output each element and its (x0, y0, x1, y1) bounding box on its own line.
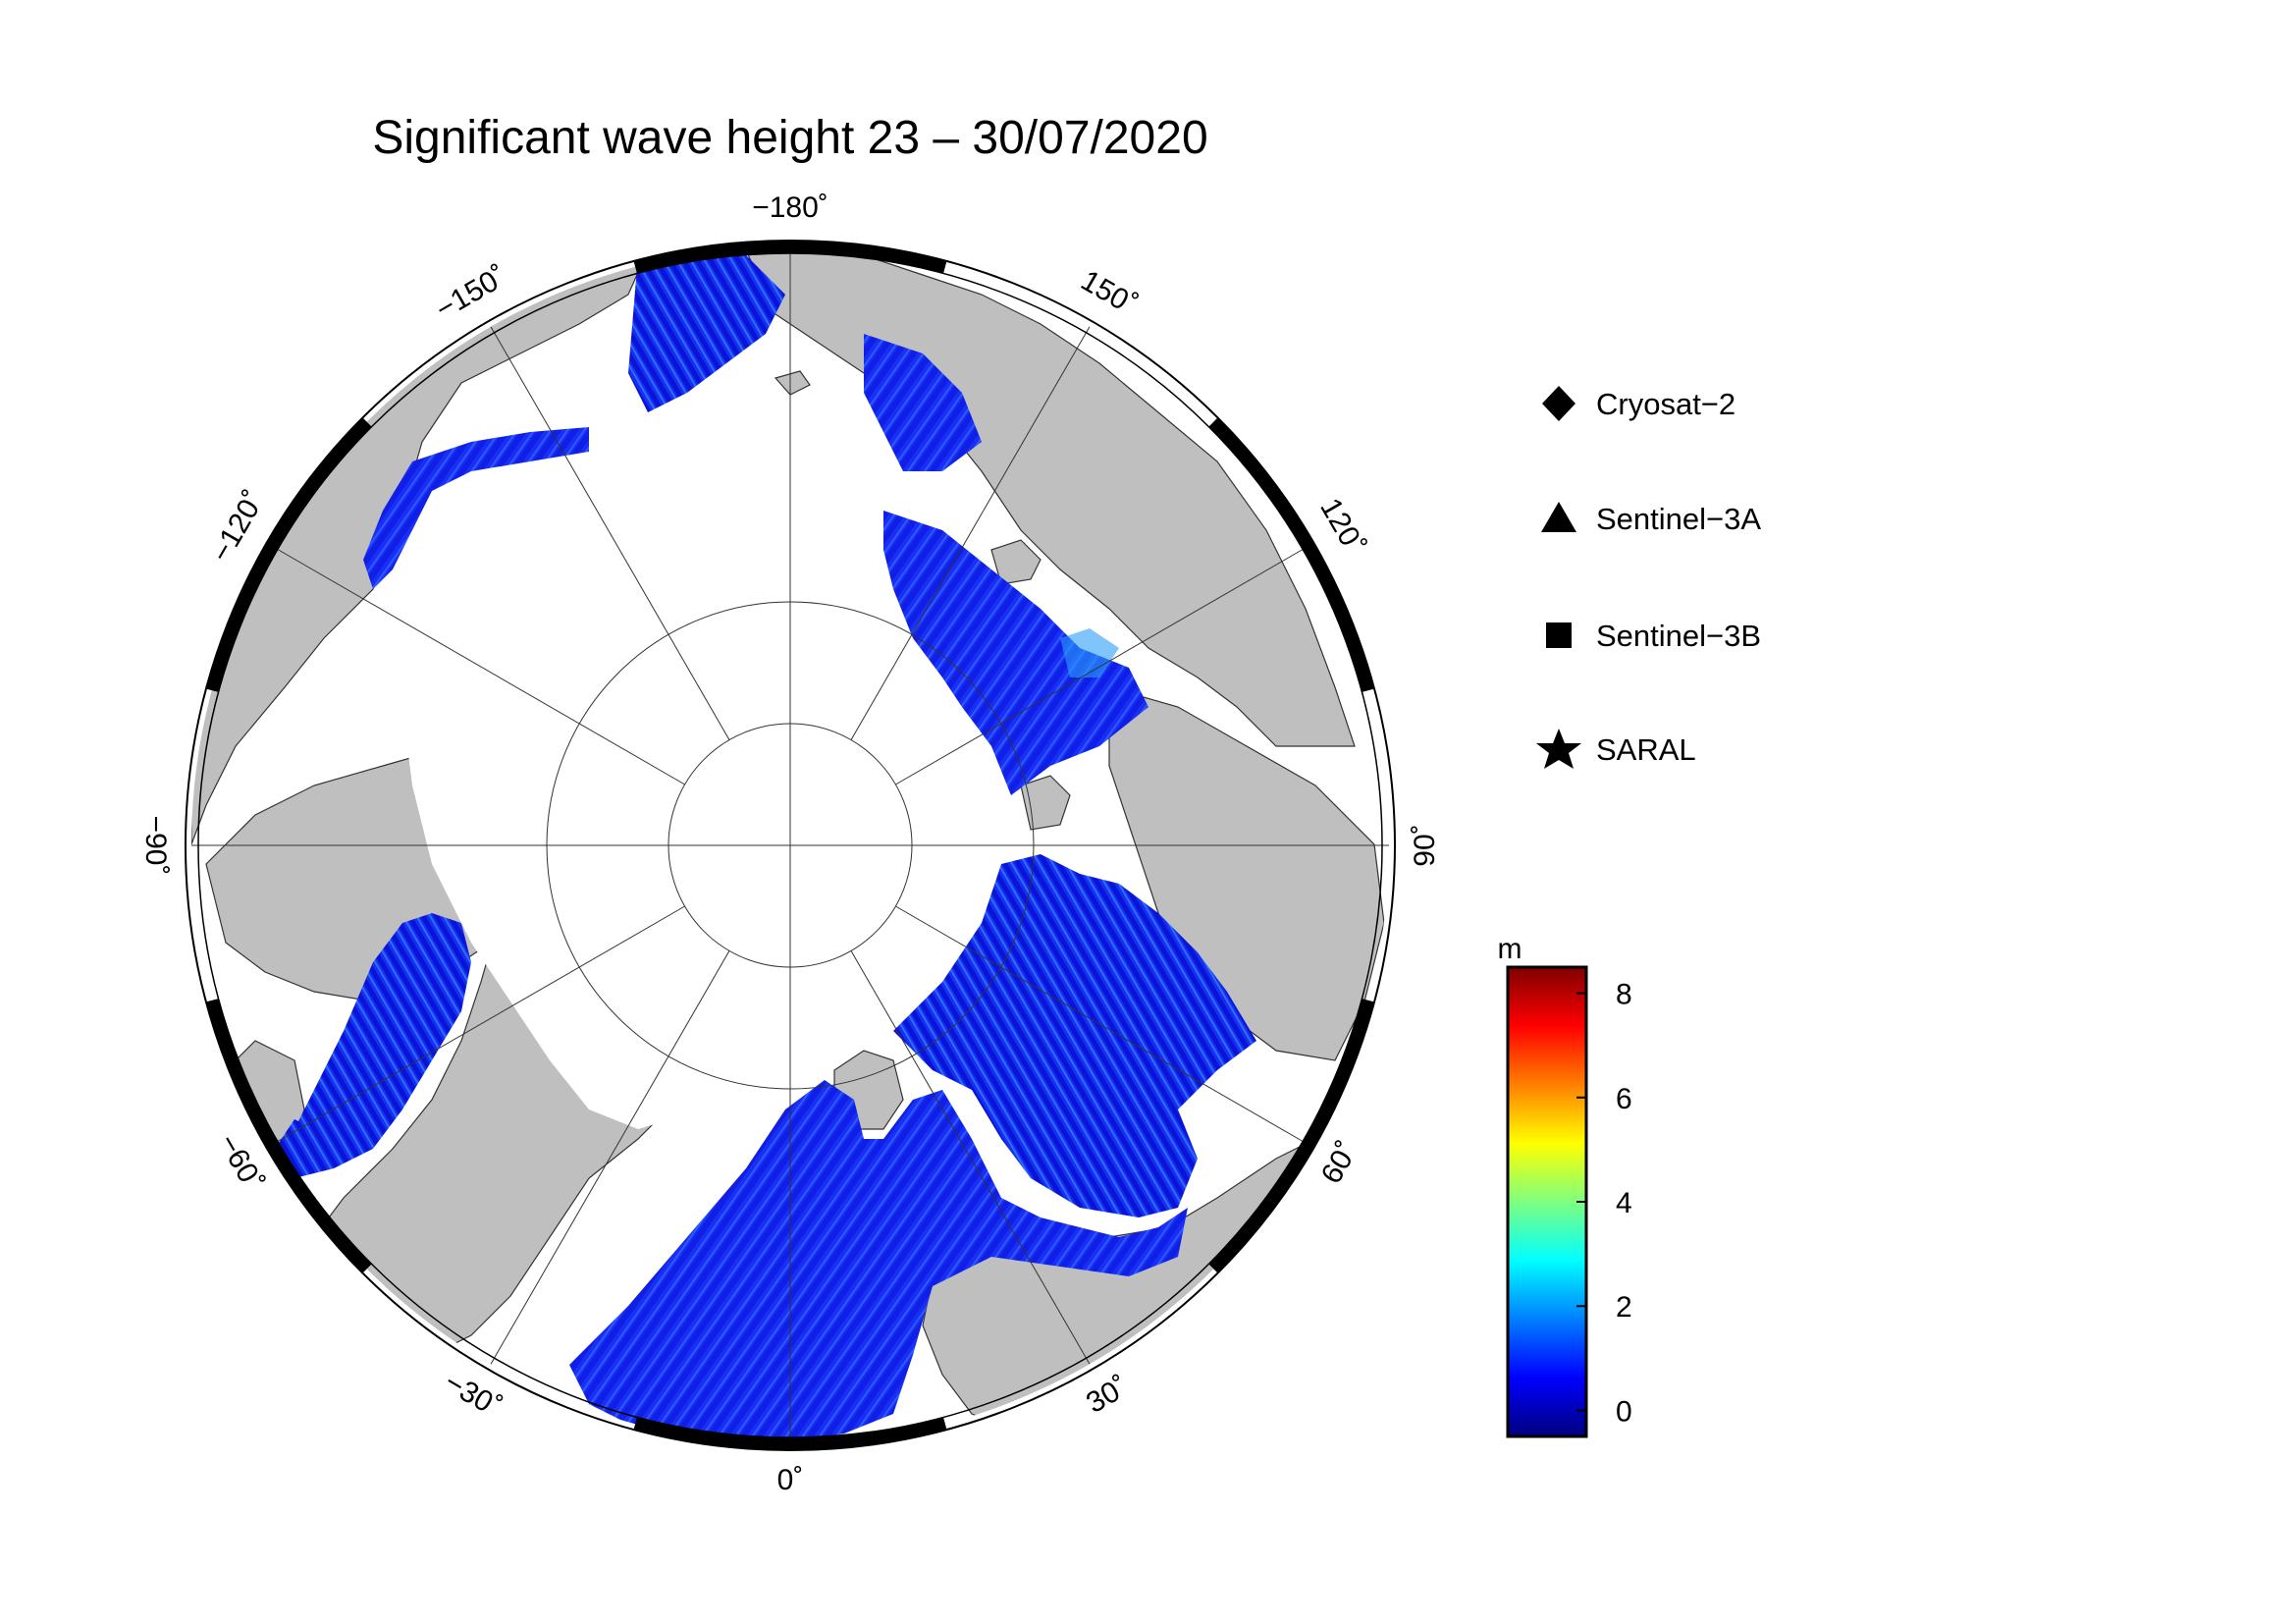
sea-ice-central (402, 422, 991, 1129)
legend-label-cryosat: Cryosat−2 (1596, 387, 1735, 421)
colorbar-tick-label: 8 (1616, 979, 1632, 1011)
legend-label-sentinel-3b: Sentinel−3B (1596, 619, 1761, 653)
meridian-line (271, 905, 685, 1146)
legend-item-sentinel-3a: Sentinel−3A (1541, 502, 1761, 536)
legend-label-saral: SARAL (1596, 732, 1696, 767)
legend-item-saral: SARAL (1536, 729, 1696, 769)
border-segment (633, 241, 947, 274)
meridian-line (490, 326, 730, 740)
swh-region-greenland-sea-highlight (1060, 628, 1119, 677)
legend-item-sentinel-3b: Sentinel−3B (1546, 619, 1761, 653)
map-title: Significant wave height 23 – 30/07/2020 (372, 112, 1207, 164)
map-content (191, 246, 1389, 1444)
meridian-line (850, 950, 1091, 1365)
meridian-line (895, 905, 1309, 1146)
border-segment (633, 1417, 947, 1450)
land-siberia-central (1108, 686, 1385, 1061)
swh-region-beaufort (363, 427, 589, 589)
border-segment (1208, 417, 1375, 692)
border-segment (205, 417, 372, 692)
longitude-label: 30˚ (1081, 1371, 1134, 1420)
swh-region-chukchi (628, 250, 785, 412)
swh-region-north-atlantic (569, 1080, 1188, 1443)
meridian-line (490, 950, 730, 1365)
colorbar-ticks: 0 2 4 6 8 (1576, 979, 1632, 1428)
legend-label-sentinel-3a: Sentinel−3A (1596, 502, 1761, 536)
longitude-label: 60˚ (1315, 1136, 1364, 1189)
colorbar: m 0 2 4 6 8 (1498, 933, 1632, 1438)
meridian-line (895, 545, 1309, 785)
star-icon (1536, 729, 1581, 769)
longitude-label: 90˚ (1409, 824, 1441, 866)
swh-region-laptev-east-siberian (883, 511, 1148, 795)
meridian-line (850, 326, 1091, 740)
border-segment (1208, 999, 1375, 1273)
border-segment (205, 999, 372, 1273)
colorbar-tick-label: 4 (1616, 1187, 1632, 1219)
swh-region-barents-kara (893, 854, 1256, 1217)
swh-data-swaths (275, 250, 1256, 1443)
diamond-icon (1542, 386, 1575, 421)
satellite-legend: Cryosat−2 Sentinel−3A Sentinel−3B SARAL (1536, 386, 1761, 769)
longitude-label: −150˚ (430, 260, 512, 326)
colorbar-unit: m (1498, 933, 1522, 965)
longitude-label: 120˚ (1313, 493, 1371, 561)
land-wrangel-island (774, 370, 811, 396)
longitude-label: 150˚ (1076, 264, 1144, 322)
longitude-label: 0˚ (777, 1464, 804, 1496)
colorbar-tick-label: 2 (1616, 1291, 1632, 1324)
land-severnaya-zemlya (1020, 775, 1071, 831)
map-disc: −180˚150˚120˚90˚60˚30˚0˚−30˚−60˚−90˚−120… (139, 191, 1441, 1496)
border-checker (205, 241, 1375, 1450)
triangle-icon (1541, 502, 1576, 532)
longitude-label: −90˚ (139, 816, 172, 876)
longitude-label: −180˚ (752, 191, 828, 224)
colorbar-tick-label: 0 (1616, 1395, 1632, 1428)
legend-item-cryosat: Cryosat−2 (1542, 386, 1735, 421)
meridian-line (271, 545, 685, 785)
colorbar-tick-label: 6 (1616, 1083, 1632, 1115)
graticule (191, 246, 1389, 1444)
swh-region-baffin-bay (285, 913, 471, 1178)
swh-region-east-siberian-sea (864, 334, 982, 471)
square-icon (1546, 622, 1572, 648)
colorbar-ramp (1506, 965, 1588, 1438)
